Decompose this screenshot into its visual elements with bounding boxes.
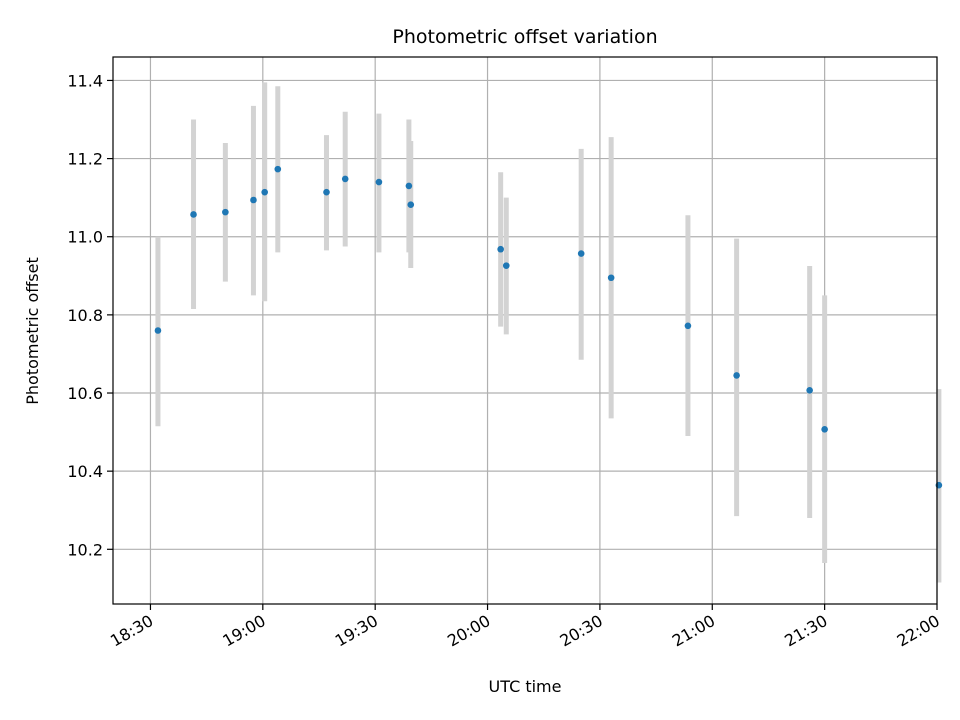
data-point bbox=[577, 250, 585, 257]
y-tick-label: 11.2 bbox=[67, 150, 103, 169]
data-point bbox=[274, 165, 282, 173]
data-point bbox=[502, 262, 510, 269]
data-point bbox=[323, 188, 330, 196]
data-point bbox=[497, 245, 504, 253]
data-point bbox=[250, 196, 257, 204]
y-tick-label: 10.8 bbox=[67, 306, 103, 325]
data-point bbox=[607, 274, 615, 282]
y-axis-ticks: 10.2 10.4 10.6 10.8 11.0 11.2 11.4 bbox=[67, 71, 113, 559]
data-point bbox=[154, 327, 162, 334]
data-point bbox=[407, 201, 415, 208]
data-point bbox=[375, 178, 383, 186]
data-point bbox=[222, 208, 229, 216]
x-axis-label: UTC time bbox=[489, 677, 562, 696]
y-axis-label: Photometric offset bbox=[23, 257, 42, 405]
y-tick-label: 10.4 bbox=[67, 462, 103, 481]
data-point bbox=[806, 386, 813, 394]
data-point bbox=[341, 175, 349, 183]
data-point bbox=[190, 211, 197, 218]
y-tick-label: 10.6 bbox=[67, 384, 103, 403]
data-point bbox=[261, 188, 268, 196]
y-tick-label: 11.0 bbox=[67, 228, 103, 247]
data-point bbox=[405, 182, 413, 190]
data-point bbox=[821, 426, 828, 433]
y-tick-label: 11.4 bbox=[67, 71, 103, 90]
plot-area-frame bbox=[112, 56, 938, 605]
chart-title: Photometric offset variation bbox=[392, 26, 657, 48]
y-tick-label: 10.2 bbox=[67, 540, 103, 559]
data-point bbox=[684, 322, 692, 330]
data-point bbox=[733, 372, 740, 379]
